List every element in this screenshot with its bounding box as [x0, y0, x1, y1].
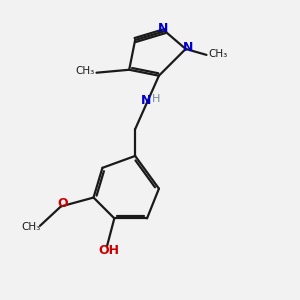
Text: H: H — [152, 94, 160, 104]
Text: N: N — [158, 22, 169, 34]
Text: CH₃: CH₃ — [22, 222, 41, 232]
Text: N: N — [141, 94, 151, 107]
Text: OH: OH — [98, 244, 119, 257]
Text: CH₃: CH₃ — [76, 66, 95, 76]
Text: O: O — [57, 197, 68, 210]
Text: N: N — [183, 41, 193, 54]
Text: CH₃: CH₃ — [208, 49, 227, 59]
